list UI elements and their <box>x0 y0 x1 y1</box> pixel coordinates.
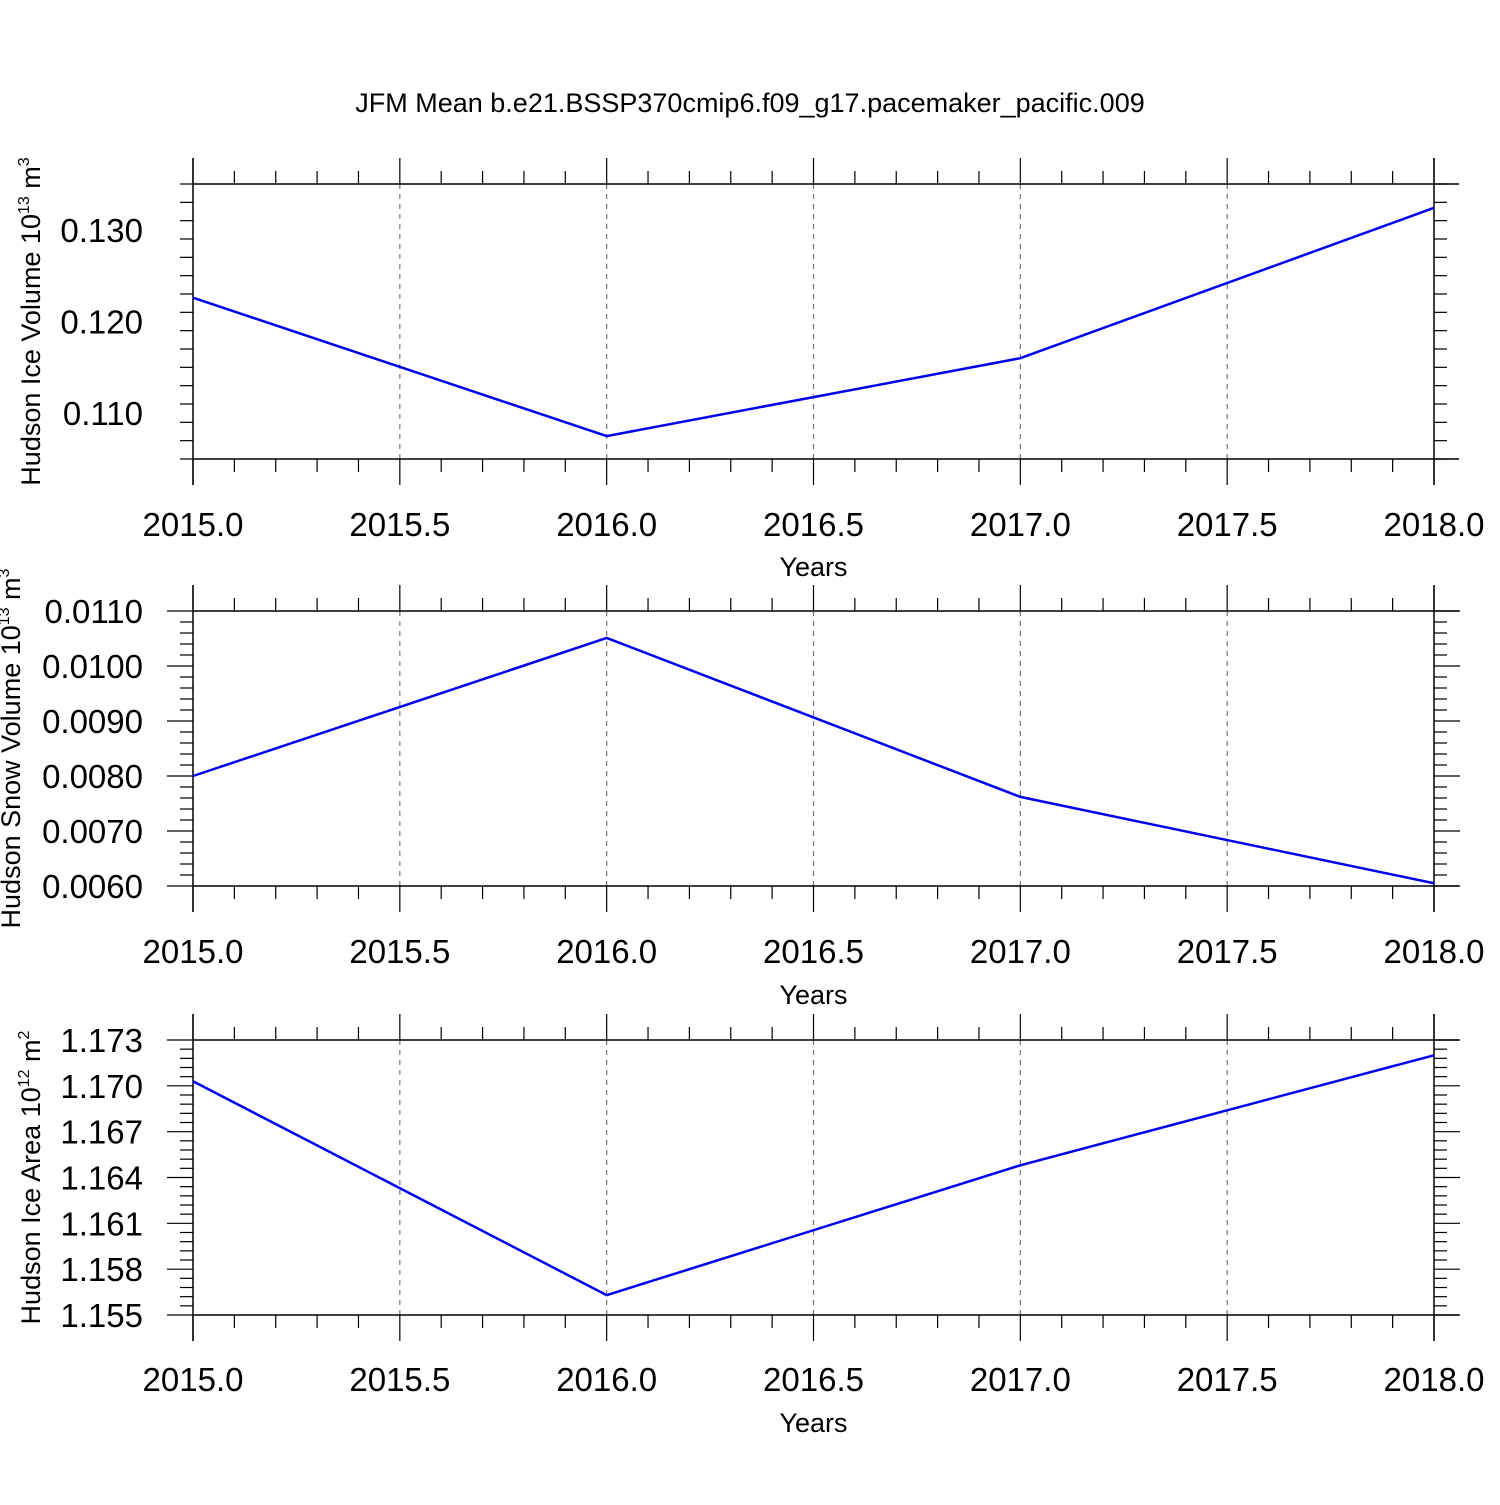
y-axis-label: Hudson Ice Volume 1013 m3 <box>16 157 46 485</box>
x-tick-label: 2016.0 <box>556 506 657 543</box>
x-tick-label: 2015.5 <box>349 1361 450 1398</box>
figure-title: JFM Mean b.e21.BSSP370cmip6.f09_g17.pace… <box>355 88 1144 118</box>
y-axis-label-superscript: 13 <box>0 607 13 625</box>
y-axis-label-superscript: 12 <box>16 1069 33 1087</box>
y-axis-label-superscript: 13 <box>16 196 33 214</box>
y-tick-label: 0.0100 <box>42 648 143 685</box>
x-tick-label: 2017.5 <box>1177 933 1278 970</box>
y-axis-label-text: m <box>16 1039 46 1069</box>
y-axis-label: Hudson Snow Volume 1013 m3 <box>0 568 26 928</box>
y-tick-label: 1.155 <box>60 1297 143 1334</box>
x-tick-label: 2017.0 <box>970 1361 1071 1398</box>
y-axis-label-text: m <box>16 166 46 196</box>
y-axis-label-text: m <box>0 577 26 607</box>
y-tick-label: 0.0080 <box>42 758 143 795</box>
y-tick-label: 0.0060 <box>42 868 143 905</box>
y-tick-label: 1.167 <box>60 1114 143 1151</box>
x-tick-label: 2015.5 <box>349 933 450 970</box>
y-tick-label: 0.110 <box>63 395 143 432</box>
y-tick-label: 0.130 <box>60 212 143 249</box>
series-line <box>192 206 1435 438</box>
x-tick-label: 2015.0 <box>143 933 244 970</box>
panel-3: 2015.0 2015.5 2016.0 2016.5 2017.0 2017.5 2018… <box>16 1014 1484 1438</box>
x-tick-label: 2016.0 <box>556 1361 657 1398</box>
y-tick-label: 0.0090 <box>42 703 143 740</box>
x-axis-label: Years <box>779 1408 847 1438</box>
x-tick-label: 2015.0 <box>143 506 244 543</box>
y-tick-label: 0.120 <box>60 304 143 341</box>
x-tick-label: 2018.0 <box>1384 933 1485 970</box>
panel-2: 2015.0 2015.5 2016.0 2016.5 2017.0 2017.5 2018… <box>0 568 1484 1010</box>
y-tick-label: 0.0110 <box>45 593 143 630</box>
x-tick-label: 2016.5 <box>763 506 864 543</box>
x-tick-label: 2017.5 <box>1177 506 1278 543</box>
x-tick-label: 2018.0 <box>1384 1361 1485 1398</box>
panel-1: 2015.0 2015.5 2016.0 2016.5 2017.0 2017.5 2018… <box>16 157 1484 582</box>
y-tick-label: 1.164 <box>60 1160 143 1197</box>
y-axis-label-superscript: 3 <box>16 157 33 166</box>
y-tick-label: 0.0070 <box>42 813 143 850</box>
x-tick-label: 2016.5 <box>763 1361 864 1398</box>
y-tick-label: 1.170 <box>60 1068 143 1105</box>
x-tick-label: 2016.0 <box>556 933 657 970</box>
x-axis-label: Years <box>779 552 847 582</box>
x-axis-label: Years <box>779 980 847 1010</box>
x-tick-label: 2016.5 <box>763 933 864 970</box>
y-axis-label-text: Hudson Ice Volume 10 <box>16 214 46 486</box>
y-axis-label-text: Hudson Ice Area 10 <box>16 1087 46 1324</box>
x-tick-label: 2017.5 <box>1177 1361 1278 1398</box>
y-axis-label-superscript: 3 <box>0 568 13 577</box>
x-tick-label: 2017.0 <box>970 506 1071 543</box>
y-tick-label: 1.158 <box>60 1251 143 1288</box>
series-line <box>192 1054 1435 1297</box>
x-tick-label: 2018.0 <box>1384 506 1485 543</box>
series-line <box>192 636 1435 885</box>
y-axis-label-superscript: 2 <box>16 1030 33 1039</box>
x-tick-label: 2015.5 <box>349 506 450 543</box>
y-tick-label: 1.161 <box>60 1205 143 1242</box>
x-tick-label: 2017.0 <box>970 933 1071 970</box>
y-axis-label: Hudson Ice Area 1012 m2 <box>16 1030 46 1324</box>
x-tick-label: 2015.0 <box>143 1361 244 1398</box>
y-tick-label: 1.173 <box>60 1022 143 1059</box>
y-axis-label-text: Hudson Snow Volume 10 <box>0 625 26 928</box>
